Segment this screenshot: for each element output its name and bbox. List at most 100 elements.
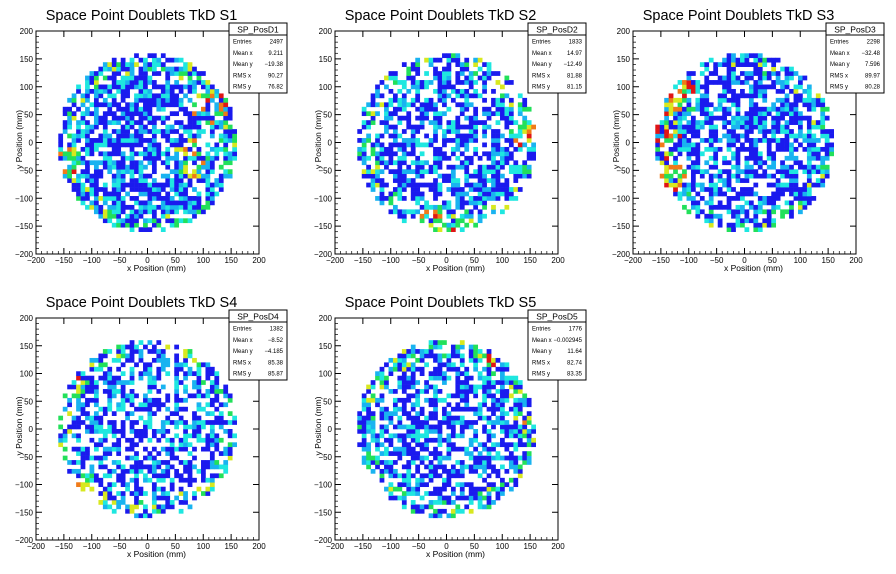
heatmap-cell bbox=[138, 115, 144, 121]
heatmap-cell bbox=[477, 491, 483, 496]
heatmap-cell bbox=[446, 451, 452, 456]
heatmap-cell bbox=[433, 227, 438, 232]
heatmap-cell bbox=[780, 182, 785, 188]
heatmap-cell bbox=[116, 222, 122, 228]
heatmap-cell bbox=[143, 420, 148, 425]
stats-label: RMS y bbox=[532, 372, 550, 378]
heatmap-cell bbox=[486, 433, 492, 439]
x-tick-label: 50 bbox=[171, 542, 180, 551]
heatmap-cell bbox=[384, 75, 389, 81]
heatmap-cell bbox=[187, 349, 193, 354]
heatmap-cell bbox=[67, 460, 72, 465]
heatmap-cell bbox=[459, 200, 465, 206]
heatmap-cell bbox=[98, 366, 104, 372]
heatmap-cell bbox=[508, 111, 514, 117]
heatmap-cell bbox=[473, 486, 479, 492]
heatmap-cell bbox=[401, 362, 407, 368]
heatmap-cell bbox=[102, 155, 108, 161]
heatmap-cell bbox=[192, 160, 197, 166]
heatmap-cell bbox=[120, 477, 126, 483]
heatmap-cell bbox=[735, 155, 741, 161]
heatmap-cell bbox=[442, 455, 447, 461]
heatmap-cell bbox=[419, 406, 425, 412]
heatmap-cell bbox=[753, 182, 759, 188]
heatmap-cell bbox=[780, 97, 785, 103]
heatmap-cell bbox=[160, 227, 166, 232]
heatmap-cell bbox=[780, 146, 785, 152]
heatmap-cell bbox=[196, 209, 202, 215]
heatmap-cell bbox=[370, 102, 376, 108]
heatmap-cell bbox=[388, 102, 394, 108]
heatmap-cell bbox=[388, 71, 394, 76]
heatmap-cell bbox=[495, 71, 501, 76]
heatmap-cell bbox=[98, 88, 104, 94]
heatmap-cell bbox=[428, 513, 434, 519]
heatmap-cell bbox=[116, 182, 122, 188]
heatmap-cell bbox=[802, 200, 808, 206]
heatmap-cell bbox=[107, 138, 113, 143]
heatmap-cell bbox=[500, 415, 505, 421]
heatmap-cell bbox=[138, 371, 144, 377]
heatmap-cell bbox=[740, 222, 745, 228]
heatmap-cell bbox=[495, 491, 501, 496]
heatmap-cell bbox=[129, 227, 135, 232]
y-tick-label: −100 bbox=[15, 194, 34, 203]
heatmap-cell bbox=[120, 151, 126, 157]
heatmap-cell bbox=[815, 182, 821, 188]
heatmap-cell bbox=[151, 93, 157, 99]
heatmap-cell bbox=[446, 66, 452, 72]
heatmap-cell bbox=[433, 209, 438, 215]
heatmap-cell bbox=[397, 155, 403, 161]
heatmap-cell bbox=[531, 155, 536, 161]
heatmap-cell bbox=[450, 486, 456, 492]
heatmap-cell bbox=[151, 446, 157, 452]
heatmap-cell bbox=[766, 142, 772, 148]
heatmap-cell bbox=[664, 182, 669, 188]
heatmap-cell bbox=[802, 169, 808, 175]
heatmap-cell bbox=[98, 464, 104, 470]
heatmap-cell bbox=[143, 173, 148, 179]
heatmap-cell bbox=[138, 468, 144, 474]
stats-name: SP_PosD3 bbox=[834, 25, 876, 35]
heatmap-cell bbox=[111, 191, 117, 197]
heatmap-cell bbox=[513, 397, 519, 403]
heatmap-cell bbox=[780, 187, 785, 192]
heatmap-cell bbox=[178, 204, 184, 210]
heatmap-cell bbox=[201, 209, 206, 215]
heatmap-cell bbox=[192, 213, 197, 219]
heatmap-cell bbox=[192, 477, 197, 483]
heatmap-cell bbox=[731, 93, 736, 99]
heatmap-cell bbox=[811, 124, 817, 130]
heatmap-cell bbox=[125, 191, 130, 197]
heatmap-cell bbox=[218, 402, 224, 408]
y-tick-label: −150 bbox=[612, 222, 631, 231]
heatmap-cell bbox=[686, 209, 692, 215]
heatmap-cell bbox=[102, 182, 108, 188]
heatmap-cell bbox=[459, 429, 465, 434]
heatmap-cell bbox=[442, 222, 447, 228]
heatmap-cell bbox=[76, 446, 81, 452]
heatmap-cell bbox=[491, 424, 496, 430]
heatmap-cell bbox=[455, 495, 461, 501]
heatmap-cell bbox=[138, 129, 144, 134]
heatmap-cell bbox=[473, 222, 479, 228]
heatmap-cell bbox=[464, 133, 470, 139]
heatmap-cell bbox=[735, 209, 741, 215]
heatmap-cell bbox=[455, 155, 461, 161]
heatmap-cell bbox=[526, 415, 532, 421]
heatmap-cell bbox=[111, 75, 117, 81]
heatmap-cell bbox=[178, 146, 184, 152]
heatmap-cell bbox=[424, 160, 429, 166]
heatmap-cell bbox=[143, 222, 148, 228]
heatmap-cell bbox=[731, 142, 736, 148]
heatmap-cell bbox=[80, 102, 86, 108]
heatmap-cell bbox=[433, 393, 438, 399]
heatmap-cell bbox=[392, 71, 398, 76]
heatmap-cell bbox=[419, 433, 425, 439]
heatmap-cell bbox=[218, 415, 224, 421]
heatmap-cell bbox=[107, 133, 113, 139]
heatmap-cell bbox=[477, 57, 483, 63]
heatmap-cell bbox=[201, 420, 206, 425]
heatmap-cell bbox=[174, 71, 180, 76]
heatmap-cell bbox=[410, 375, 416, 381]
